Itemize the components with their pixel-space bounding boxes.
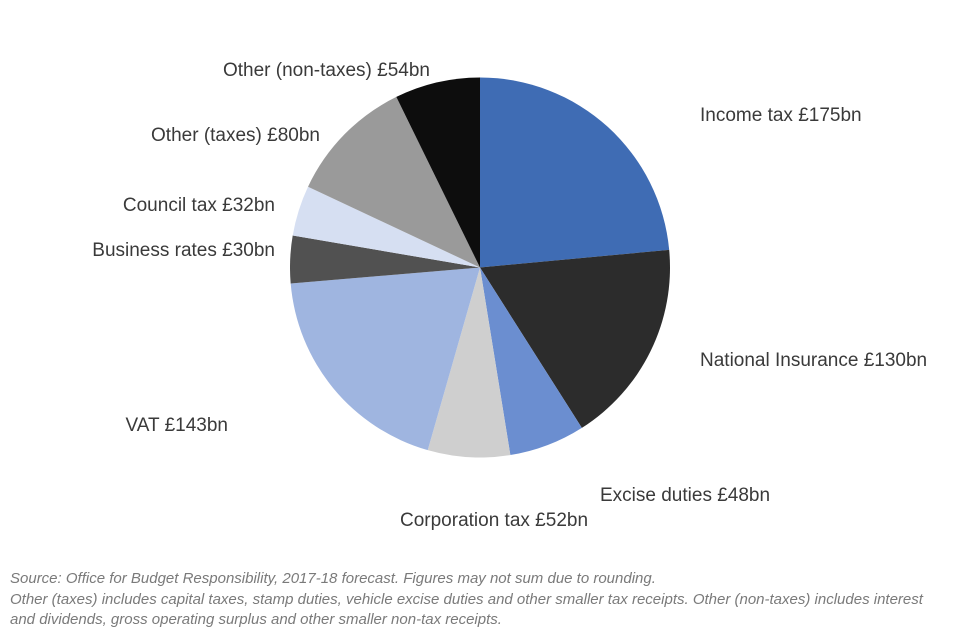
slice-label: Excise duties £48bn	[600, 485, 770, 507]
pie-chart	[290, 78, 670, 463]
slice-label: Other (non-taxes) £54bn	[223, 60, 430, 82]
slice-label: National Insurance £130bn	[700, 350, 927, 372]
slice-label: Business rates £30bn	[92, 240, 275, 262]
slice-label: Council tax £32bn	[123, 195, 275, 217]
footer-line-1: Source: Office for Budget Responsibility…	[10, 569, 950, 589]
slice-label: Income tax £175bn	[700, 105, 862, 127]
pie-svg	[290, 78, 670, 458]
footer-line-2: Other (taxes) includes capital taxes, st…	[10, 590, 950, 631]
pie-slice	[480, 78, 669, 268]
pie-chart-area: Income tax £175bn National Insurance £130…	[0, 0, 960, 540]
slice-label: Other (taxes) £80bn	[151, 125, 320, 147]
source-footer: Source: Office for Budget Responsibility…	[10, 569, 950, 630]
slice-label: VAT £143bn	[126, 415, 228, 437]
slice-label: Corporation tax £52bn	[400, 510, 588, 532]
